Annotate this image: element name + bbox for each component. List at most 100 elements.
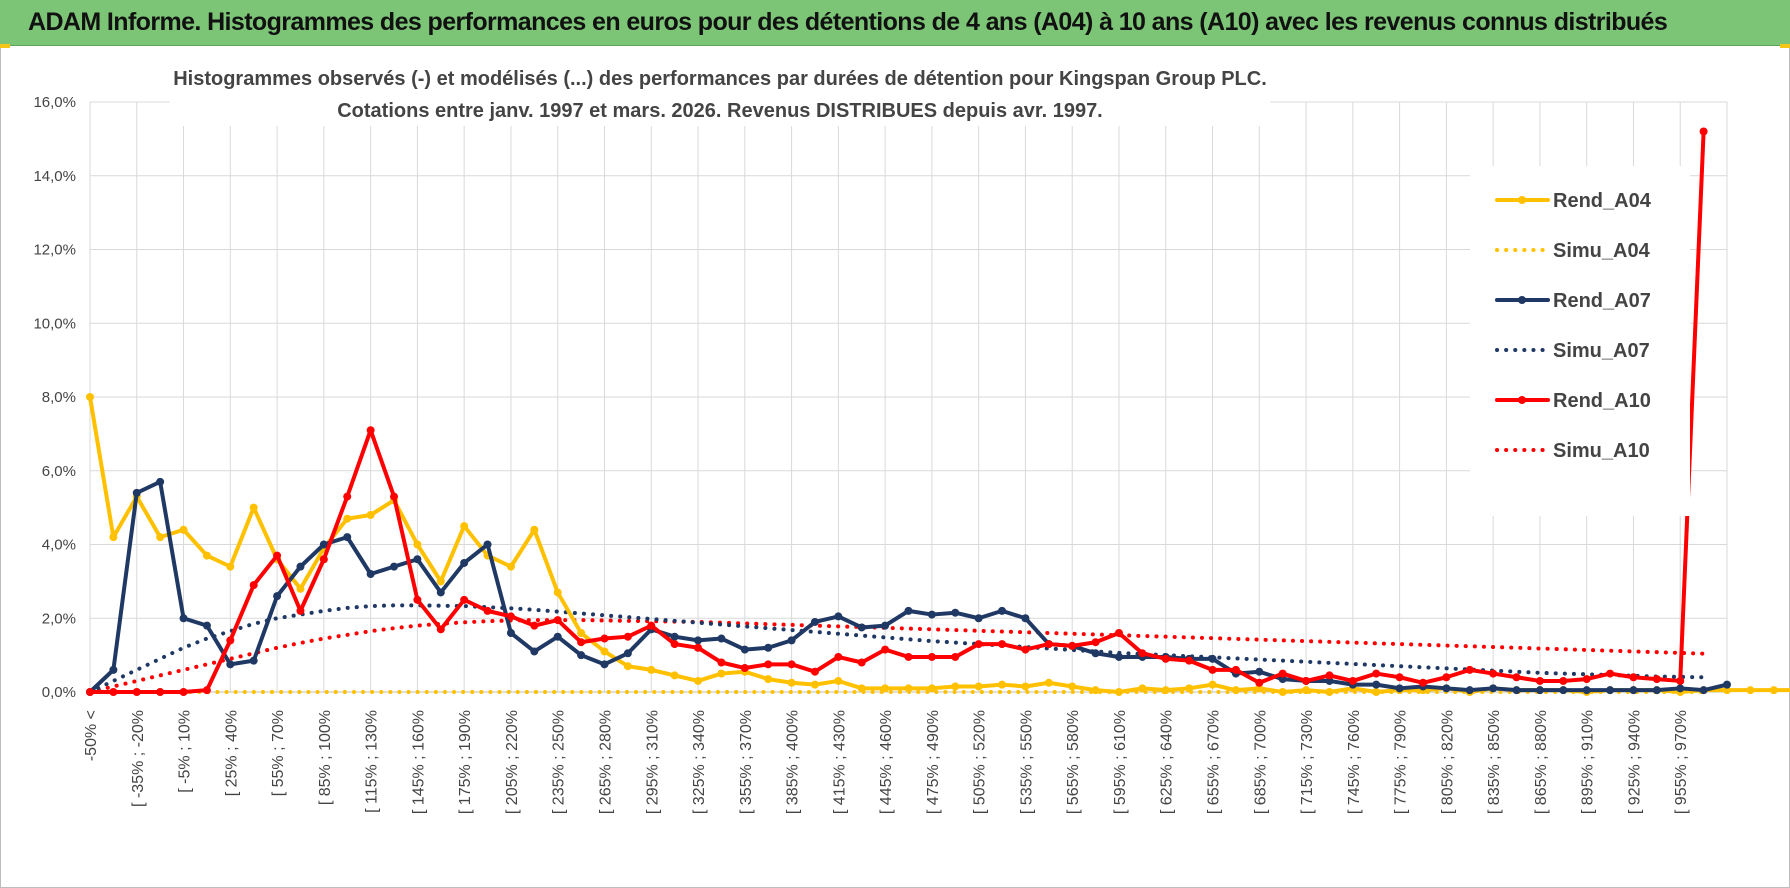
data-point-rend-a04 (974, 682, 983, 691)
data-point-rend-a04 (1044, 678, 1053, 687)
legend-background (1470, 166, 1690, 516)
data-point-rend-a10 (1068, 641, 1077, 650)
data-point-rend-a04 (1114, 688, 1123, 696)
data-point-rend-a07 (1699, 686, 1708, 695)
data-point-rend-a04 (226, 562, 235, 571)
x-tick-label: [ 55% ; 70% (270, 710, 287, 796)
data-point-rend-a04 (647, 665, 656, 674)
data-point-rend-a07 (834, 612, 843, 621)
data-point-rend-a10 (506, 612, 515, 621)
data-point-rend-a07 (1723, 680, 1731, 689)
x-tick-label: [ 235% ; 250% (551, 710, 568, 814)
data-point-rend-a07 (1114, 652, 1123, 661)
data-point-rend-a04 (436, 577, 445, 586)
data-point-rend-a04 (413, 540, 422, 549)
data-point-rend-a10 (1138, 649, 1147, 658)
series-group (86, 127, 1790, 696)
data-point-rend-a10 (577, 638, 586, 647)
data-point-rend-a10 (202, 686, 211, 695)
data-point-rend-a10 (1699, 127, 1708, 136)
data-point-rend-a07 (202, 621, 211, 630)
data-point-rend-a10 (86, 688, 94, 696)
data-point-rend-a10 (857, 658, 866, 667)
x-tick-label: [ 205% ; 220% (504, 710, 521, 814)
data-point-rend-a04 (904, 684, 913, 693)
legend-rend-a07-label: Rend_A07 (1553, 290, 1651, 312)
data-point-rend-a07 (296, 562, 305, 571)
data-point-rend-a07 (483, 540, 492, 549)
x-tick-label: [ 85% ; 100% (317, 710, 334, 805)
y-tick-label: 16,0% (33, 94, 76, 111)
data-point-rend-a07 (319, 540, 328, 549)
data-point-rend-a07 (390, 562, 399, 571)
data-point-rend-a10 (343, 492, 352, 501)
data-point-rend-a10 (647, 621, 656, 630)
x-tick-label: [ 385% ; 400% (785, 710, 802, 814)
x-tick-label: [ 115% ; 130% (364, 710, 381, 813)
x-tick-label: [ 835% ; 850% (1486, 710, 1503, 814)
corner-accent-right (1780, 44, 1790, 48)
data-point-rend-a04 (1302, 686, 1311, 695)
y-tick-label: 8,0% (42, 389, 76, 406)
corner-accent-left (0, 44, 10, 48)
x-tick-label: [ 955% ; 970% (1673, 710, 1690, 814)
y-tick-label: 10,0% (33, 315, 76, 332)
data-point-rend-a07 (1395, 684, 1404, 693)
data-point-rend-a04 (787, 678, 796, 687)
data-point-rend-a04 (460, 522, 469, 531)
title-background (170, 56, 1270, 126)
data-point-rend-a10 (1372, 669, 1381, 678)
data-point-rend-a10 (834, 652, 843, 661)
x-tick-label: [ 745% ; 760% (1346, 710, 1363, 814)
data-point-rend-a10 (553, 616, 562, 625)
data-point-rend-a10 (273, 551, 282, 560)
y-tick-label: 4,0% (42, 537, 76, 554)
legend: Rend_A04 Simu_A04 Rend_A07 Simu_A07 Rend_A10… (1470, 166, 1690, 516)
x-axis-ticks: -50% < [ -35% ; -20% [ -5% ; 10% [ 25% ; 40… (83, 710, 1690, 814)
x-tick-label: [ 265% ; 280% (597, 710, 614, 814)
data-point-rend-a07 (156, 477, 165, 486)
data-point-rend-a10 (717, 658, 726, 667)
data-point-rend-a10 (787, 660, 796, 669)
data-point-rend-a04 (1278, 688, 1287, 696)
data-point-rend-a04 (717, 669, 726, 678)
data-point-rend-a07 (1629, 686, 1638, 695)
data-point-rend-a10 (296, 606, 305, 615)
y-tick-label: 6,0% (42, 463, 76, 480)
data-point-rend-a04 (86, 393, 94, 401)
series-line-rend-a10 (88, 129, 1706, 694)
data-point-rend-a10 (694, 643, 703, 652)
data-point-rend-a07 (530, 647, 539, 656)
data-point-rend-a04 (202, 551, 211, 560)
data-point-rend-a04 (296, 584, 305, 593)
data-point-rend-a07 (787, 636, 796, 645)
x-tick-label: [ 415% ; 430% (831, 710, 848, 814)
data-point-rend-a07 (436, 588, 445, 597)
data-point-rend-a04 (881, 684, 890, 693)
data-point-rend-a04 (810, 680, 819, 689)
x-tick-label: [ 295% ; 310% (644, 710, 661, 814)
data-point-rend-a04 (577, 629, 586, 637)
data-point-rend-a04 (834, 676, 843, 685)
data-point-rend-a10 (764, 660, 773, 669)
data-point-rend-a04 (764, 675, 773, 684)
data-point-rend-a04 (343, 514, 352, 523)
data-point-rend-a10 (1582, 675, 1591, 684)
x-tick-label: [ 685% ; 700% (1252, 710, 1269, 814)
data-point-rend-a04 (1372, 688, 1381, 696)
data-point-rend-a10 (1652, 675, 1661, 684)
data-point-rend-a07 (857, 623, 866, 632)
data-point-rend-a04 (156, 533, 165, 542)
data-point-rend-a07 (1512, 686, 1521, 695)
legend-rend-a04-label: Rend_A04 (1553, 190, 1652, 212)
data-point-rend-a07 (1652, 686, 1661, 695)
data-point-rend-a10 (1395, 673, 1404, 682)
x-tick-label: [ 775% ; 790% (1393, 710, 1410, 814)
data-point-rend-a04 (600, 647, 609, 656)
data-point-rend-a07 (927, 610, 936, 619)
data-point-rend-a07 (1208, 654, 1217, 663)
data-point-rend-a10 (319, 555, 328, 564)
data-point-rend-a10 (998, 640, 1007, 649)
chart-subtitle: Cotations entre janv. 1997 et mars. 2026… (337, 100, 1103, 122)
x-tick-label: [ 655% ; 670% (1206, 710, 1223, 814)
